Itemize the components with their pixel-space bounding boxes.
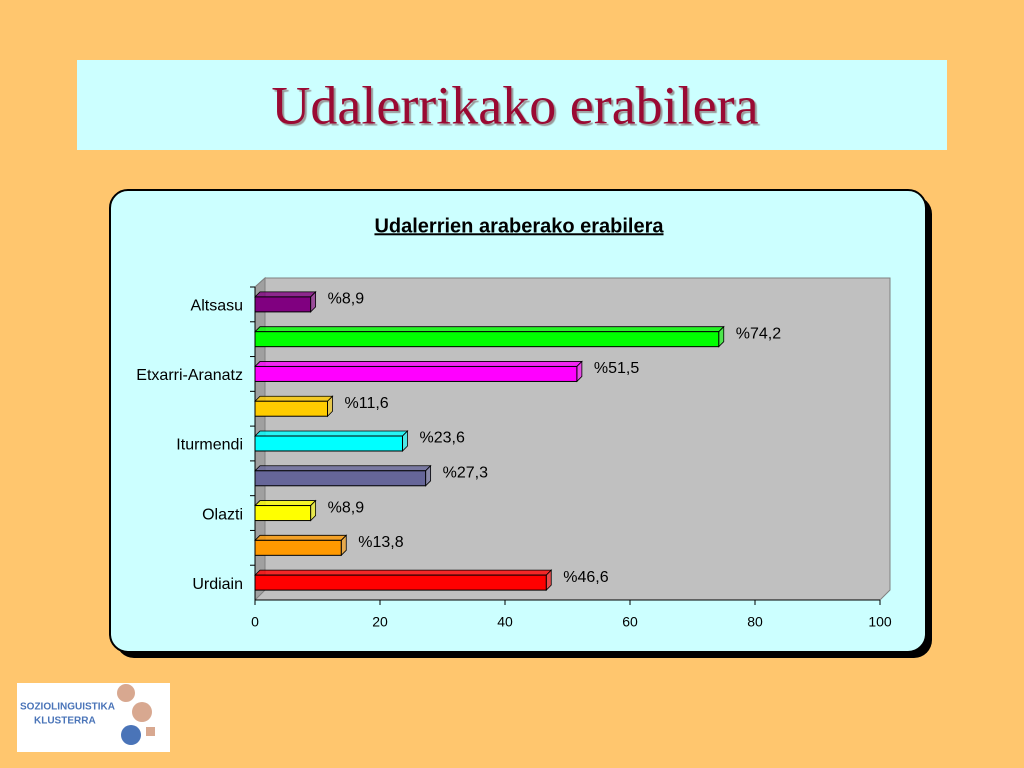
y-tick-label: Urdiain (192, 576, 243, 593)
bar-depth (254, 430, 409, 437)
bar-depth (254, 326, 725, 333)
data-label: %8,9 (328, 499, 365, 516)
x-tick-label: 0 (251, 614, 259, 630)
logo-shape (121, 725, 141, 745)
bar (254, 365, 578, 382)
logo-shape (146, 727, 155, 736)
logo-text: SOZIOLINGUISTIKA (20, 702, 115, 713)
chart-title: Udalerrien araberako erabilera (374, 215, 664, 237)
data-label: %27,3 (443, 464, 488, 481)
x-tick-label: 100 (868, 614, 892, 630)
title-box (77, 60, 947, 150)
bar-depth (254, 361, 583, 367)
data-label: %51,5 (594, 360, 639, 377)
x-tick-label: 20 (372, 614, 388, 630)
y-tick-label: Olazti (202, 506, 243, 523)
bar (254, 574, 547, 591)
y-tick-label: Iturmendi (176, 437, 243, 454)
bar (254, 400, 328, 417)
bar-depth (254, 500, 317, 506)
data-label: %23,6 (420, 430, 465, 447)
slide-title: Udalerrikako erabilera (271, 75, 758, 135)
logo-shape (132, 702, 152, 722)
x-tick-label: 40 (497, 614, 513, 630)
y-tick-label: Etxarri-Aranatz (136, 367, 243, 384)
data-label: %8,9 (328, 291, 365, 308)
x-tick-label: 80 (747, 614, 763, 630)
bar (254, 470, 427, 487)
bar (254, 331, 720, 348)
bar-depth (254, 395, 334, 402)
bar-depth (254, 569, 553, 576)
data-label: %74,2 (736, 325, 781, 342)
bar (254, 505, 312, 522)
chart: 0 20 40 60 80 100 Altsasu %8,9 %74,2 Etxarri-Aran… (136, 286, 892, 630)
logo-shape (117, 684, 135, 702)
bar-depth (254, 291, 317, 298)
data-label: %13,8 (358, 534, 403, 551)
bar (254, 435, 403, 452)
data-label: %46,6 (563, 569, 608, 586)
data-label: %11,6 (345, 395, 389, 412)
bar (254, 296, 312, 313)
x-tick-label: 60 (622, 614, 638, 630)
bar (254, 539, 342, 556)
bar-depth (254, 465, 432, 472)
logo-text: KLUSTERRA (34, 716, 96, 727)
y-tick-label: Altsasu (191, 298, 243, 315)
bar-depth (254, 534, 348, 541)
